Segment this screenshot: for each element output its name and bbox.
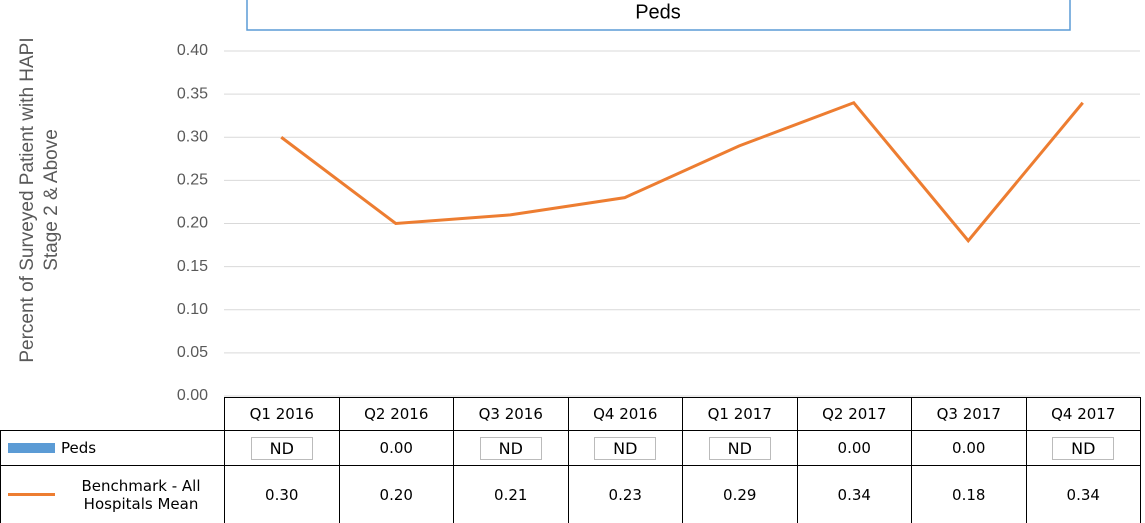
table-cell: 0.18 — [911, 465, 1027, 523]
table-cell: ND — [1025, 430, 1141, 466]
y-tick-label: 0.10 — [177, 301, 208, 318]
data-label: 0.30 — [265, 485, 299, 504]
table-cell: 0.30 — [224, 465, 340, 523]
data-label: ND — [708, 436, 771, 460]
table-cell: 0.29 — [682, 465, 798, 523]
x-tick-label: Q4 2017 — [1025, 397, 1141, 431]
table-cell: 0.00 — [796, 430, 912, 466]
data-label: ND — [1052, 436, 1115, 460]
data-label: 0.34 — [837, 485, 871, 504]
y-tick-label: 0.40 — [177, 42, 208, 59]
y-tick-label: 0.20 — [177, 215, 208, 232]
y-tick-label: 0.25 — [177, 172, 208, 189]
y-tick-label: 0.30 — [177, 128, 208, 145]
data-label: 0.00 — [379, 439, 413, 457]
legend-label: Peds — [61, 439, 97, 457]
table-cell: 0.23 — [567, 465, 683, 523]
line — [280, 100, 1084, 244]
legend-entry: Benchmark - All Hospitals Mean — [0, 465, 225, 523]
table-cell: ND — [682, 430, 798, 466]
legend-swatch — [8, 443, 55, 453]
y-tick-label: 0.05 — [177, 344, 208, 361]
data-label: 0.18 — [952, 485, 986, 504]
data-label: 0.21 — [494, 485, 528, 504]
x-tick-label: Q4 2016 — [567, 397, 683, 431]
data-label: ND — [594, 436, 657, 460]
data-label: ND — [479, 436, 542, 460]
data-label: 0.34 — [1066, 485, 1100, 504]
y-axis-label: Percent of Surveyed Patient with HAPI — [17, 37, 38, 362]
data-label: 0.20 — [379, 485, 413, 504]
x-tick-label: Q1 2017 — [682, 397, 798, 431]
table-cell: 0.00 — [911, 430, 1027, 466]
legend-entry: Peds — [0, 430, 225, 466]
legend-label: Benchmark - All Hospitals Mean — [81, 476, 201, 513]
data-label: 0.29 — [723, 485, 757, 504]
table-cell: 0.00 — [338, 430, 454, 466]
table-cell: ND — [224, 430, 340, 466]
y-axis-label: Stage 2 & Above — [41, 129, 62, 271]
table-cell: ND — [453, 430, 569, 466]
table-cell: 0.21 — [453, 465, 569, 523]
x-tick-label: Q2 2016 — [338, 397, 454, 431]
table-cell: 0.34 — [796, 465, 912, 523]
x-tick-label: Q3 2017 — [911, 397, 1027, 431]
table-cell: 0.34 — [1025, 465, 1141, 523]
data-label: 0.00 — [952, 439, 986, 457]
y-tick-label: 0.15 — [177, 258, 208, 275]
table-cell: 0.20 — [338, 465, 454, 523]
chart-title: Peds — [635, 1, 681, 23]
x-tick-label: Q3 2016 — [453, 397, 569, 431]
title-box — [246, 0, 1071, 31]
x-tick-label: Q2 2017 — [796, 397, 912, 431]
y-tick-label: 0.00 — [177, 387, 208, 404]
x-tick-label: Q1 2016 — [224, 397, 340, 431]
data-label: 0.00 — [837, 439, 871, 457]
data-label: 0.23 — [608, 485, 642, 504]
table-cell: ND — [567, 430, 683, 466]
y-tick-label: 0.35 — [177, 85, 208, 102]
data-label: ND — [250, 436, 313, 460]
